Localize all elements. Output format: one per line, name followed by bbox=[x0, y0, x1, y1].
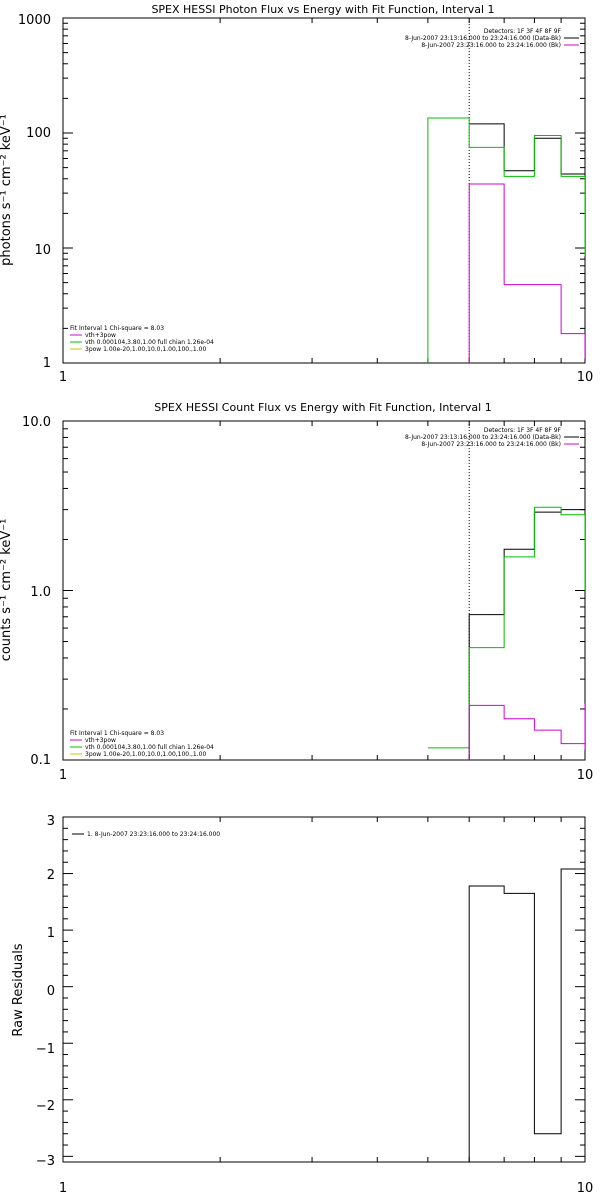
legend-bottom-left: Fit Interval 1 Chi-square = 8.03vth+3pow… bbox=[70, 730, 214, 758]
legend-entry: vth 0.000104,3.80,1.00 full chian 1.26e-… bbox=[85, 744, 214, 751]
legend-entry: Fit Interval 1 Chi-square = 8.03 bbox=[70, 730, 164, 737]
legend-entry: 8-Jun-2007 23:23:16.000 to 23:24:16.000 … bbox=[421, 42, 561, 49]
legend-entry: Fit Interval 1 Chi-square = 8.03 bbox=[70, 325, 164, 332]
legend-entry: Detectors: 1F 3F 4F 8F 9F bbox=[484, 28, 562, 35]
y-tick-label: 1 bbox=[43, 356, 51, 371]
legend-entry: 1. 8-Jun-2007 23:23:16.000 to 23:24:16.0… bbox=[87, 831, 220, 838]
photon-flux-panel: SPEX HESSI Photon Flux vs Energy with Fi… bbox=[0, 3, 593, 385]
panel-title: SPEX HESSI Count Flux vs Energy with Fit… bbox=[154, 401, 491, 414]
count-flux-panel: SPEX HESSI Count Flux vs Energy with Fit… bbox=[0, 401, 593, 783]
x-tick-label: 1 bbox=[59, 370, 67, 385]
residuals-panel: Raw Residuals 3 2 1 0 −1 −2 −3 1 10 1. 8… bbox=[11, 814, 593, 1196]
y-tick-label: 1000 bbox=[18, 13, 51, 28]
series-group bbox=[427, 117, 585, 363]
legend-top-right: Detectors: 1F 3F 4F 8F 9F8-Jun-2007 23:1… bbox=[405, 427, 579, 448]
legend-entry: Detectors: 1F 3F 4F 8F 9F bbox=[484, 427, 562, 434]
series-group bbox=[427, 506, 585, 760]
y-axis-label: photons s⁻¹ cm⁻² keV⁻¹ bbox=[0, 114, 14, 266]
plot-area bbox=[62, 17, 586, 364]
x-tick-label: 1 bbox=[59, 1181, 67, 1196]
y-ticks bbox=[63, 428, 585, 761]
series-vth-3pow bbox=[427, 117, 585, 363]
y-tick-label: 10 bbox=[34, 243, 51, 258]
series-bk bbox=[468, 183, 585, 363]
legend-bottom-left: Fit Interval 1 Chi-square = 8.03vth+3pow… bbox=[70, 325, 214, 353]
y-tick-label: 100 bbox=[26, 126, 51, 141]
x-ticks bbox=[62, 421, 586, 760]
x-tick-label: 10 bbox=[577, 1181, 594, 1196]
y-tick-label: 0.1 bbox=[30, 753, 51, 768]
x-tick-label: 1 bbox=[59, 768, 67, 783]
y-axis-label: Raw Residuals bbox=[11, 943, 26, 1036]
panel-title: SPEX HESSI Photon Flux vs Energy with Fi… bbox=[151, 3, 494, 16]
y-axis-label: counts s⁻¹ cm⁻² keV⁻¹ bbox=[0, 519, 14, 662]
y-tick-label: 1.0 bbox=[30, 585, 51, 600]
y-tick-label: −3 bbox=[36, 1154, 55, 1169]
legend-entry: 8-Jun-2007 23:13:16.000 to 23:24:16.000 … bbox=[405, 434, 561, 441]
series-group bbox=[468, 868, 585, 1162]
legend-top-right: Detectors: 1F 3F 4F 8F 9F8-Jun-2007 23:1… bbox=[405, 28, 579, 49]
y-tick-label: 10.0 bbox=[22, 415, 51, 430]
legend-entry: 8-Jun-2007 23:23:16.000 to 23:24:16.000 … bbox=[421, 441, 561, 448]
y-tick-label: 1 bbox=[47, 926, 55, 941]
x-tick-label: 10 bbox=[577, 370, 594, 385]
legend-entry: vth+3pow bbox=[85, 332, 116, 339]
legend-entry: 8-Jun-2007 23:13:16.000 to 23:24:16.000 … bbox=[405, 35, 561, 42]
y-ticks bbox=[63, 827, 585, 1157]
legend-entry: 3pow 1.00e-20,1.00,10.0,1.00,100.,1.00 bbox=[85, 751, 206, 758]
x-tick-label: 10 bbox=[577, 768, 594, 783]
y-tick-label: 2 bbox=[47, 868, 55, 883]
y-tick-label: −1 bbox=[36, 1042, 55, 1057]
plot-area bbox=[62, 816, 586, 1163]
series-residuals bbox=[468, 868, 585, 1162]
legend-entry: vth 0.000104,3.80,1.00 full chian 1.26e-… bbox=[85, 339, 214, 346]
y-ticks bbox=[63, 22, 585, 364]
y-tick-label: 3 bbox=[47, 814, 55, 829]
y-tick-label: 0 bbox=[47, 984, 55, 999]
series-vth-3pow bbox=[427, 506, 585, 749]
plot-area bbox=[62, 420, 586, 761]
legend-top-left: 1. 8-Jun-2007 23:23:16.000 to 23:24:16.0… bbox=[72, 831, 220, 838]
series-bk bbox=[468, 703, 585, 760]
y-tick-label: −2 bbox=[36, 1099, 55, 1114]
legend-entry: vth+3pow bbox=[85, 737, 116, 744]
legend-entry: 3pow 1.00e-20,1.00,10.0,1.00,100.,1.00 bbox=[85, 346, 206, 353]
